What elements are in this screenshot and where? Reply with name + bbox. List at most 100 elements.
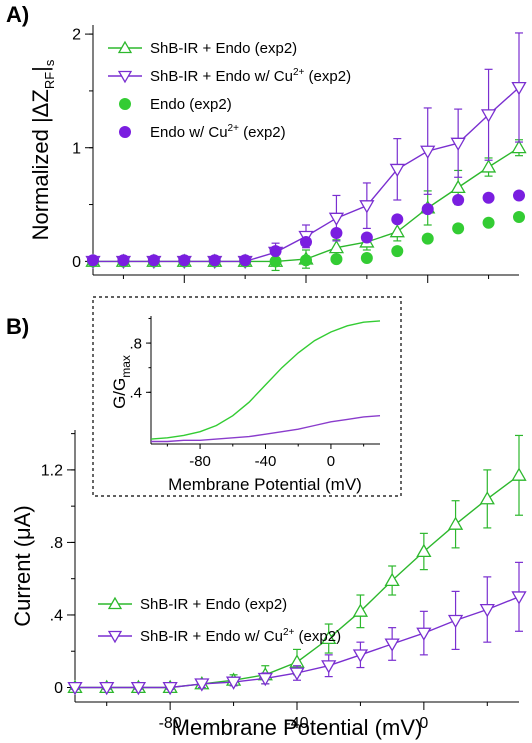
data-point <box>421 203 434 216</box>
inset-y-title: G/Gmax <box>110 355 133 409</box>
data-point <box>117 254 130 267</box>
data-point <box>352 649 369 663</box>
legend-entry: Endo w/ Cu2+ (exp2) <box>119 123 286 141</box>
data-point <box>384 572 400 587</box>
data-point <box>330 226 343 239</box>
x-tick-label: -80 <box>159 715 182 732</box>
legend-marker <box>107 596 123 610</box>
data-point <box>67 681 83 696</box>
data-point <box>300 236 312 249</box>
y-tick-label: 1.2 <box>41 462 63 479</box>
data-point <box>391 245 404 258</box>
x-tick-label: 0 <box>327 453 335 470</box>
chart-inset: .4 .8 -80 -40 0 Membrane Potential (mV) G/Gmax <box>92 296 402 497</box>
data-point <box>289 667 305 681</box>
inset-y-title-part: G/G <box>110 378 129 409</box>
y-tick-label: 2 <box>72 27 81 44</box>
legend-entry: ShB-IR + Endo (exp2) <box>108 40 297 57</box>
data-point <box>225 676 242 690</box>
data-point <box>513 189 525 202</box>
data-point <box>416 627 432 641</box>
data-point <box>178 254 191 267</box>
legend-text: ShB-IR + Endo (exp2) <box>140 596 287 613</box>
legend-marker <box>117 40 133 54</box>
data-point <box>300 254 312 267</box>
data-point <box>359 200 375 214</box>
data-point <box>269 255 282 268</box>
data-point <box>87 254 99 267</box>
chart-panel-b: 0 .4 .8 1.2 -80 -40 0 ShB-IR + Endo (exp2) ShB-I… <box>10 430 527 740</box>
data-point <box>480 159 497 173</box>
x-tick-label: -80 <box>189 453 211 470</box>
legend-text: Endo (exp2) <box>150 96 232 113</box>
data-point <box>447 516 464 530</box>
legend-suffix: (exp2) <box>294 628 341 645</box>
y-title-part: Normalized | <box>28 117 53 240</box>
data-point <box>352 603 369 617</box>
data-point <box>511 467 527 481</box>
x-axis-title: Membrane Potential (mV) <box>172 715 423 740</box>
legend-suffix: (exp2) <box>304 68 351 85</box>
y-axis-title: Normalized |ΔZRF|s <box>28 59 57 240</box>
inset-y-title-subscript: max <box>119 355 133 378</box>
y-tick-label: .4 <box>50 608 63 625</box>
legend-marker <box>107 630 123 644</box>
data-point <box>99 681 115 696</box>
legend-marker <box>119 126 131 138</box>
y-tick-label: 0 <box>54 680 63 697</box>
series-0 <box>150 320 381 440</box>
data-point <box>130 681 147 696</box>
data-point <box>257 672 273 687</box>
panel-label-b: B) <box>6 314 29 339</box>
data-point <box>479 491 495 505</box>
data-point <box>360 251 373 264</box>
data-point <box>389 224 405 238</box>
legend-text: ShB-IR + Endo w/ Cu <box>140 628 283 645</box>
legend-marker <box>117 70 133 84</box>
y-tick-label: 0 <box>72 254 81 271</box>
panel-label-a: A) <box>6 2 29 27</box>
inset-x-title: Membrane Potential (mV) <box>168 475 362 494</box>
legend-marker <box>119 98 131 110</box>
data-point <box>360 231 373 244</box>
legend-superscript: 2+ <box>283 627 295 638</box>
data-point <box>511 81 527 96</box>
data-point <box>482 216 495 229</box>
data-point <box>330 253 343 266</box>
legend-superscript: 2+ <box>293 67 305 78</box>
data-point <box>391 213 404 226</box>
series-1 <box>151 415 381 443</box>
legend-label: ShB-IR + Endo (exp2) <box>140 596 287 613</box>
data-point <box>321 660 337 674</box>
data-point <box>480 109 497 123</box>
series-1 <box>67 561 527 696</box>
legend-label: ShB-IR + Endo (exp2) <box>150 40 297 57</box>
data-point <box>513 211 525 224</box>
legend-label: ShB-IR + Endo w/ Cu2+ (exp2) <box>150 67 351 85</box>
data-point <box>420 145 436 159</box>
legend-entry: ShB-IR + Endo w/ Cu2+ (exp2) <box>98 627 341 645</box>
y-tick-label: .8 <box>129 335 142 352</box>
data-point <box>452 222 465 235</box>
data-point <box>328 212 345 226</box>
series-line <box>150 320 381 440</box>
data-point <box>328 239 345 254</box>
legend-entry: ShB-IR + Endo w/ Cu2+ (exp2) <box>108 67 351 85</box>
data-point <box>450 179 466 194</box>
data-point <box>450 137 466 151</box>
inset-box <box>92 296 402 497</box>
legend-label: ShB-IR + Endo w/ Cu2+ (exp2) <box>140 627 341 645</box>
data-point <box>511 591 527 605</box>
data-point <box>147 254 160 267</box>
x-tick-label: -40 <box>285 715 308 732</box>
legend-entry: Endo (exp2) <box>119 96 232 113</box>
data-point <box>269 245 282 258</box>
data-point <box>482 191 495 204</box>
data-point <box>384 638 400 652</box>
legend-text: Endo w/ Cu <box>150 124 228 141</box>
data-point <box>416 543 432 558</box>
data-point <box>447 614 464 629</box>
y-tick-label: .8 <box>50 535 63 552</box>
legend-text: ShB-IR + Endo w/ Cu <box>150 68 293 85</box>
